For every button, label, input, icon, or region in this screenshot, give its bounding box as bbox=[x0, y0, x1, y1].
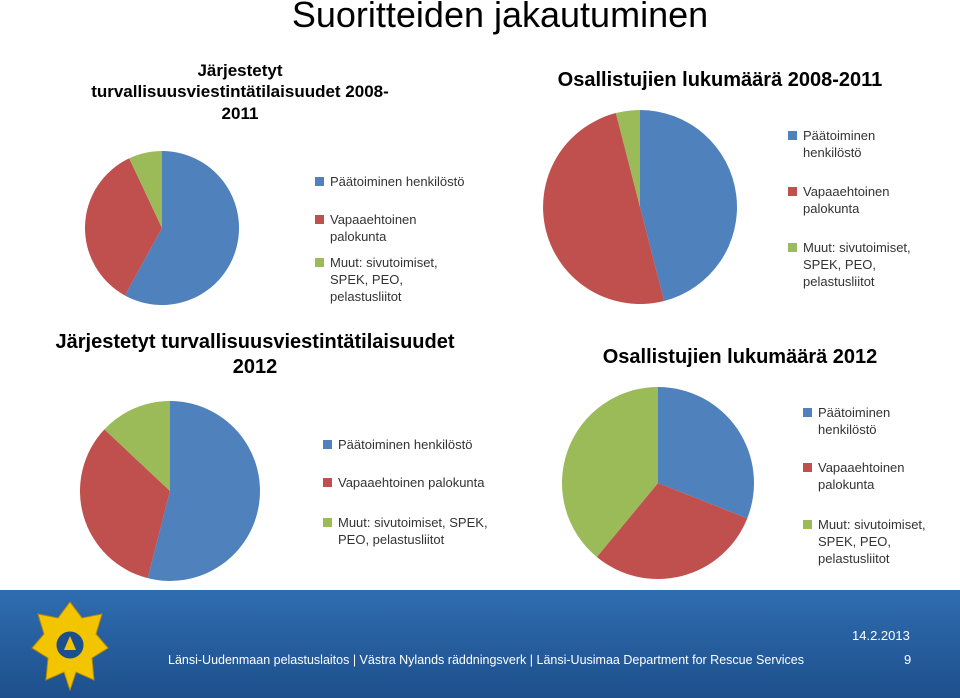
legend-label: Muut: sivutoimiset, SPEK, PEO, pelastusl… bbox=[338, 515, 488, 547]
charts bbox=[79, 110, 754, 581]
legend-swatch bbox=[315, 177, 324, 186]
pie-slice bbox=[561, 387, 658, 557]
pie-slice bbox=[85, 158, 162, 296]
legend-swatch bbox=[323, 478, 332, 487]
legend-label: Päätoiminen henkilöstö bbox=[803, 128, 876, 160]
legend-label: Muut: sivutoimiset, SPEK, PEO, pelastusl… bbox=[330, 255, 438, 304]
legend-label: Päätoiminen henkilöstö bbox=[818, 405, 891, 437]
legend-swatch bbox=[803, 463, 812, 472]
footer-organization: Länsi-Uudenmaan pelastuslaitos | Västra … bbox=[168, 653, 804, 667]
legend-item: Muut: sivutoimiset, SPEK, PEO, pelastusl… bbox=[315, 255, 465, 306]
legend-swatch bbox=[315, 215, 324, 224]
chart-title: Osallistujien lukumäärä 2008-2011 bbox=[557, 69, 883, 91]
legend-item: Vapaaehtoinen palokunta bbox=[788, 184, 918, 218]
legend-label: Päätoiminen henkilöstö bbox=[338, 437, 473, 452]
legend-label: Vapaaehtoinen palokunta bbox=[338, 475, 485, 490]
pie-slice bbox=[596, 483, 748, 580]
pie-slice bbox=[147, 401, 260, 581]
pie-slice bbox=[104, 401, 170, 491]
legend-swatch bbox=[788, 243, 797, 252]
legend-item: Päätoiminen henkilöstö bbox=[315, 174, 465, 191]
logo bbox=[31, 601, 109, 692]
legend-item: Päätoiminen henkilöstö bbox=[323, 437, 498, 454]
legend-label: Vapaaehtoinen palokunta bbox=[818, 460, 905, 492]
legend-swatch bbox=[803, 408, 812, 417]
legend-swatch bbox=[323, 518, 332, 527]
legend-swatch bbox=[323, 440, 332, 449]
footer-date: 14.2.2013 bbox=[852, 628, 910, 643]
legend-item: Päätoiminen henkilöstö bbox=[788, 128, 918, 162]
legend-label: Muut: sivutoimiset, SPEK, PEO, pelastusl… bbox=[803, 240, 911, 289]
legend-item: Vapaaehtoinen palokunta bbox=[315, 212, 465, 246]
footer: Länsi-Uudenmaan pelastuslaitos | Västra … bbox=[0, 590, 960, 698]
chart-title: Järjestetyt turvallisuusviestintätilaisu… bbox=[91, 61, 389, 123]
legend-swatch bbox=[803, 520, 812, 529]
legend-item: Vapaaehtoinen palokunta bbox=[323, 475, 498, 492]
pie-slice bbox=[543, 113, 665, 304]
pie-slice bbox=[658, 387, 754, 519]
legend-label: Muut: sivutoimiset, SPEK, PEO, pelastusl… bbox=[818, 517, 926, 566]
pie-slice bbox=[124, 151, 239, 305]
slide-title: Suoritteiden jakautuminen bbox=[291, 0, 709, 35]
pie-slice bbox=[615, 110, 640, 207]
pie-slice bbox=[129, 151, 162, 228]
legend-label: Vapaaehtoinen palokunta bbox=[803, 184, 890, 216]
legend-item: Vapaaehtoinen palokunta bbox=[803, 460, 928, 494]
legend-swatch bbox=[788, 187, 797, 196]
legend-item: Muut: sivutoimiset, SPEK, PEO, pelastusl… bbox=[788, 240, 918, 291]
pie-slice bbox=[640, 110, 737, 301]
chart-title: Järjestetyt turvallisuusviestintätilaisu… bbox=[55, 331, 455, 378]
legend-swatch bbox=[788, 131, 797, 140]
pie-slice bbox=[79, 429, 170, 579]
legend-item: Muut: sivutoimiset, SPEK, PEO, pelastusl… bbox=[803, 517, 928, 568]
legend-swatch bbox=[315, 258, 324, 267]
chart-title: Osallistujien lukumäärä 2012 bbox=[602, 346, 878, 368]
page-number: 9 bbox=[904, 652, 912, 667]
legend-label: Vapaaehtoinen palokunta bbox=[330, 212, 417, 244]
legend-label: Päätoiminen henkilöstö bbox=[330, 174, 465, 189]
legend-item: Muut: sivutoimiset, SPEK, PEO, pelastusl… bbox=[323, 515, 498, 549]
legend-item: Päätoiminen henkilöstö bbox=[803, 405, 928, 439]
